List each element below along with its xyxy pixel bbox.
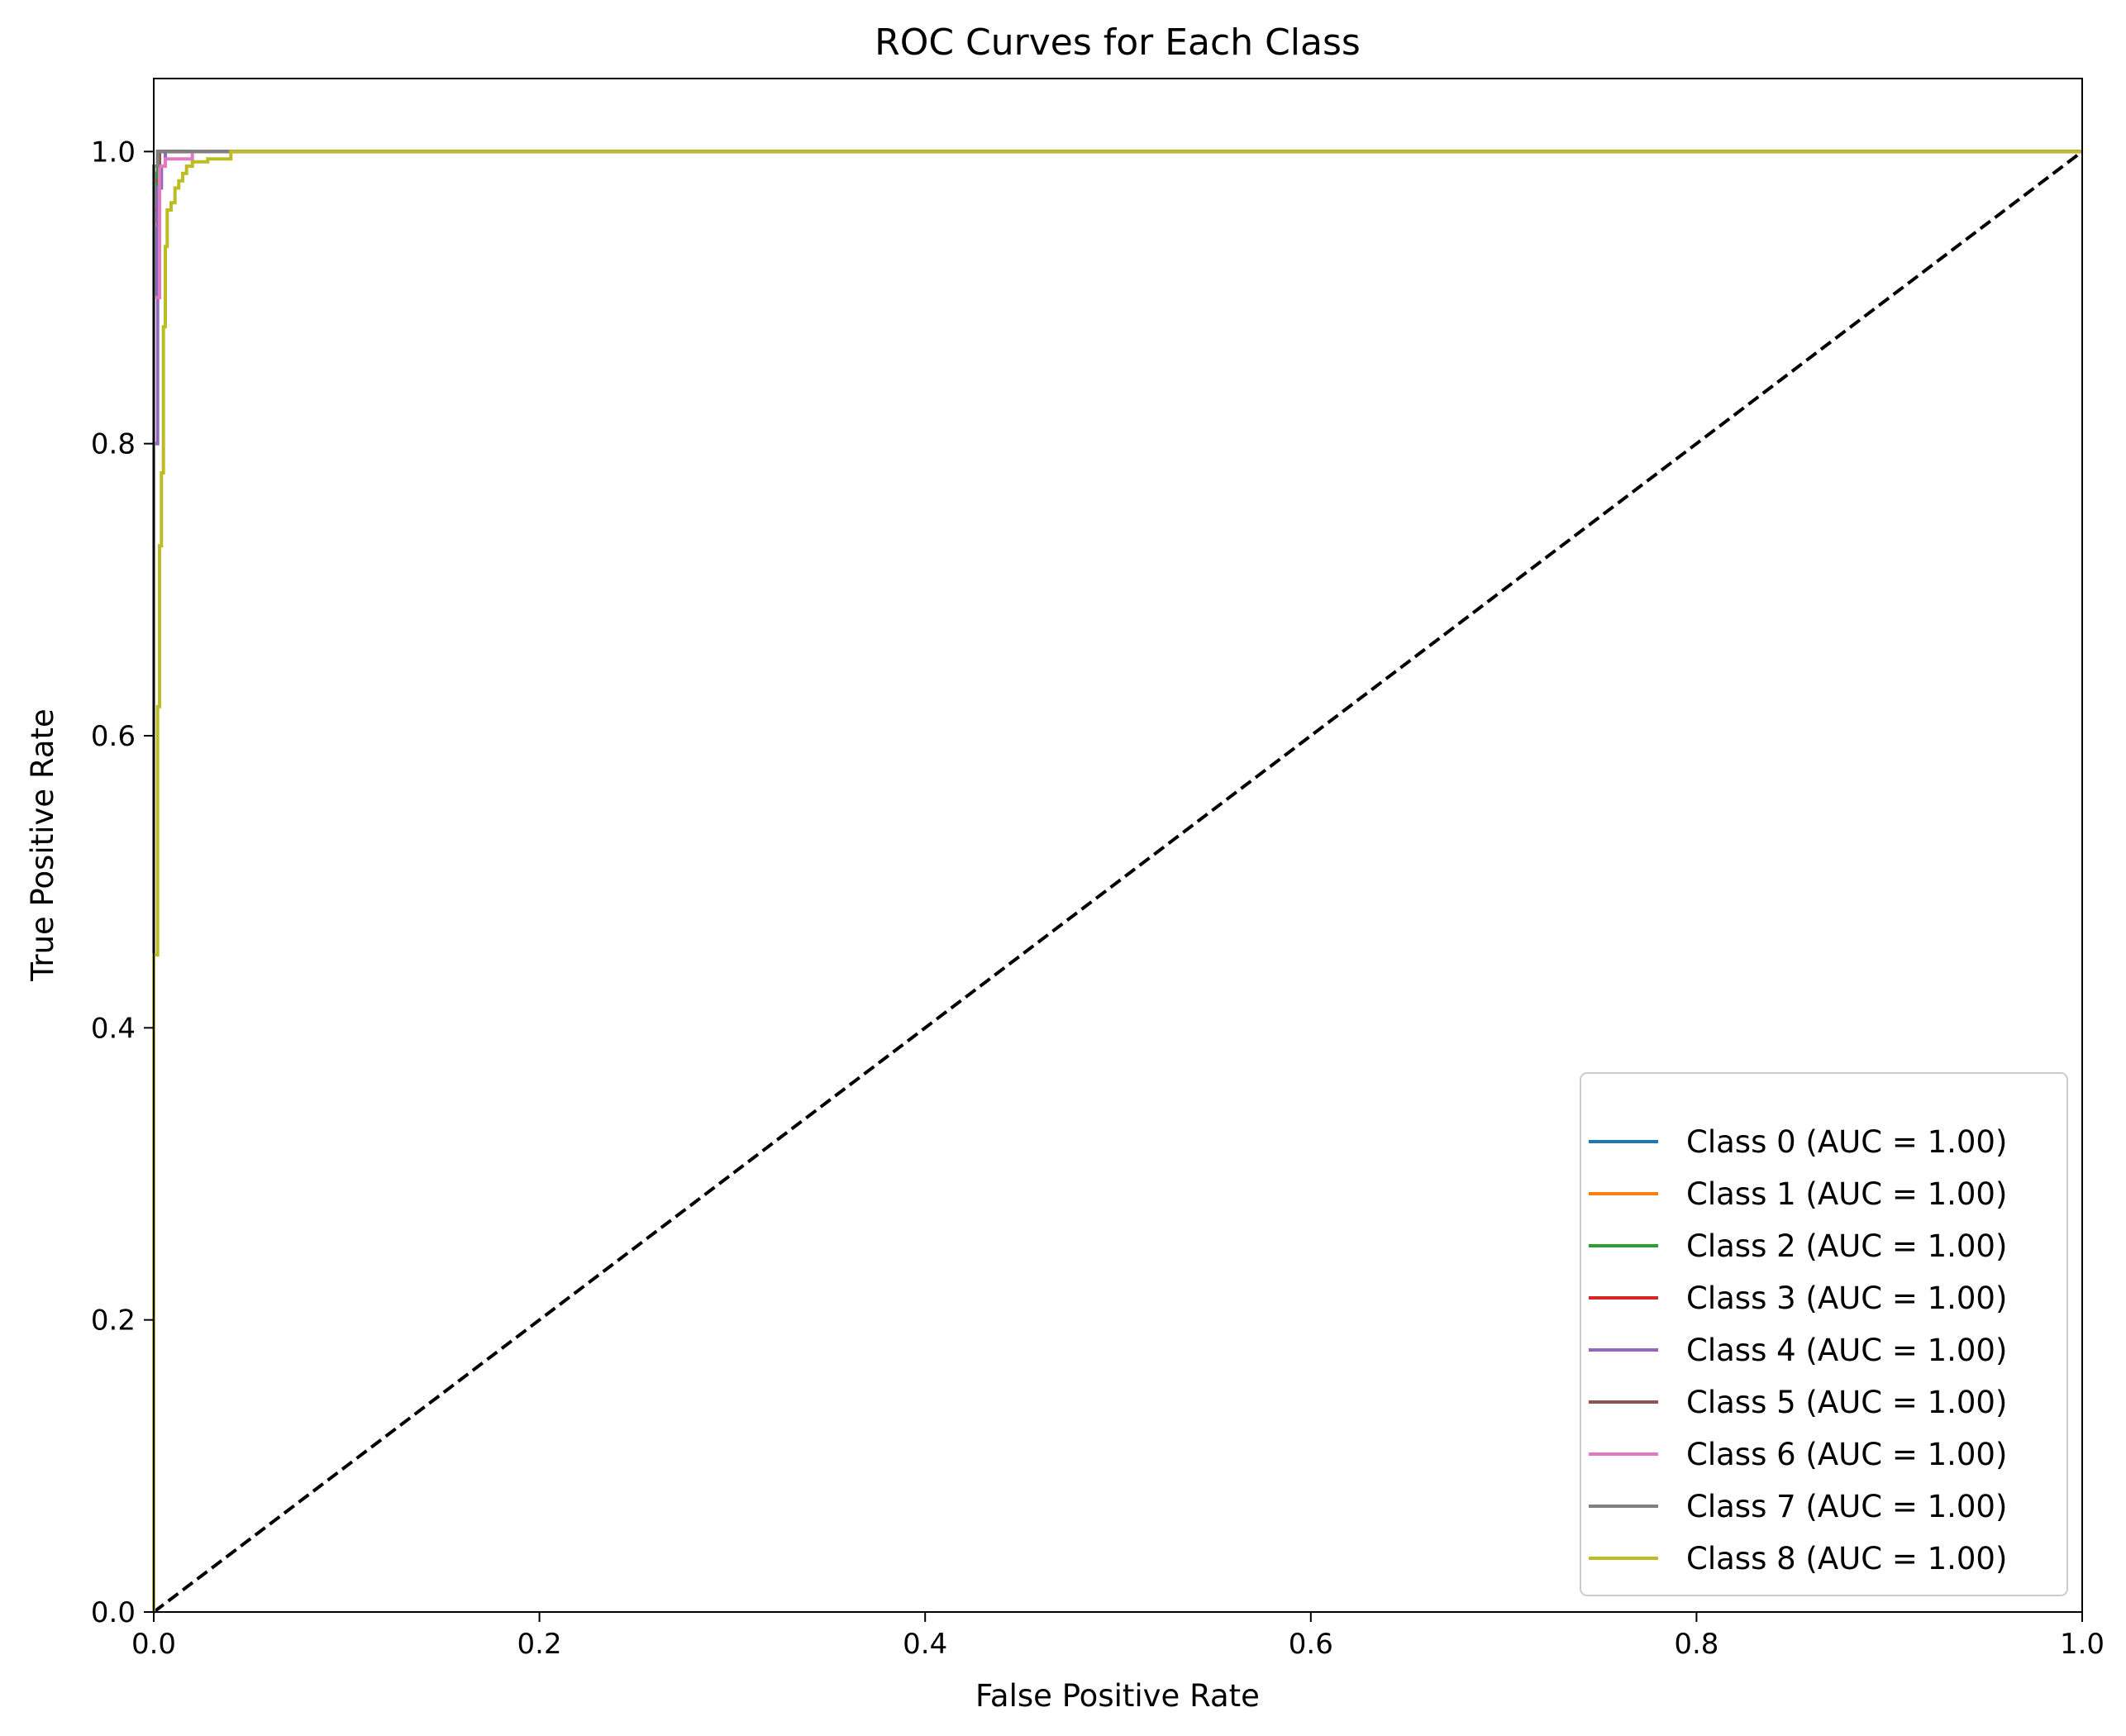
x-tick-label: 0.0 [131,1628,176,1661]
chance-reference-line [152,150,2084,1614]
series-line-class-6 [152,150,2082,1612]
x-tick-label: 0.6 [1289,1628,1333,1661]
legend-label-class-0: Class 0 (AUC = 1.00) [1686,1124,2007,1160]
y-tick-label: 0.6 [91,720,136,753]
y-axis-label: True Positive Rate [25,708,60,982]
chart-title: ROC Curves for Each Class [875,21,1361,64]
legend-frame [1580,1072,2068,1596]
legend-label-class-4: Class 4 (AUC = 1.00) [1686,1333,2007,1368]
legend-label-class-5: Class 5 (AUC = 1.00) [1686,1385,2007,1420]
x-tick-label: 0.8 [1674,1628,1718,1661]
y-tick-label: 1.0 [91,136,136,169]
x-axis-label: False Positive Rate [975,1678,1260,1714]
x-axis: 0.0 0.2 0.4 0.6 0.8 1.0 [131,1612,2105,1661]
x-tick-label: 0.4 [903,1628,947,1661]
legend-label-class-6: Class 6 (AUC = 1.00) [1686,1437,2007,1472]
legend-label-class-1: Class 1 (AUC = 1.00) [1686,1176,2007,1212]
y-tick-label: 0.2 [91,1304,136,1338]
y-axis: 0.0 0.2 0.4 0.6 0.8 1.0 [91,136,154,1629]
reference-layer [152,150,2084,1614]
legend-label-class-2: Class 2 (AUC = 1.00) [1686,1228,2007,1264]
series-line-class-8 [152,150,2082,1612]
x-tick-label: 0.2 [517,1628,562,1661]
legend-label-class-3: Class 3 (AUC = 1.00) [1686,1281,2007,1316]
plot-frame [153,78,2083,1613]
y-tick-label: 0.4 [91,1012,136,1045]
x-tick-label: 1.0 [2060,1628,2105,1661]
legend: Class 0 (AUC = 1.00) Class 1 (AUC = 1.00)… [1580,1072,2068,1596]
legend-label-class-7: Class 7 (AUC = 1.00) [1686,1489,2007,1524]
legend-label-class-8: Class 8 (AUC = 1.00) [1686,1541,2007,1576]
y-tick-label: 0.8 [91,428,136,461]
y-tick-label: 0.0 [91,1596,136,1629]
